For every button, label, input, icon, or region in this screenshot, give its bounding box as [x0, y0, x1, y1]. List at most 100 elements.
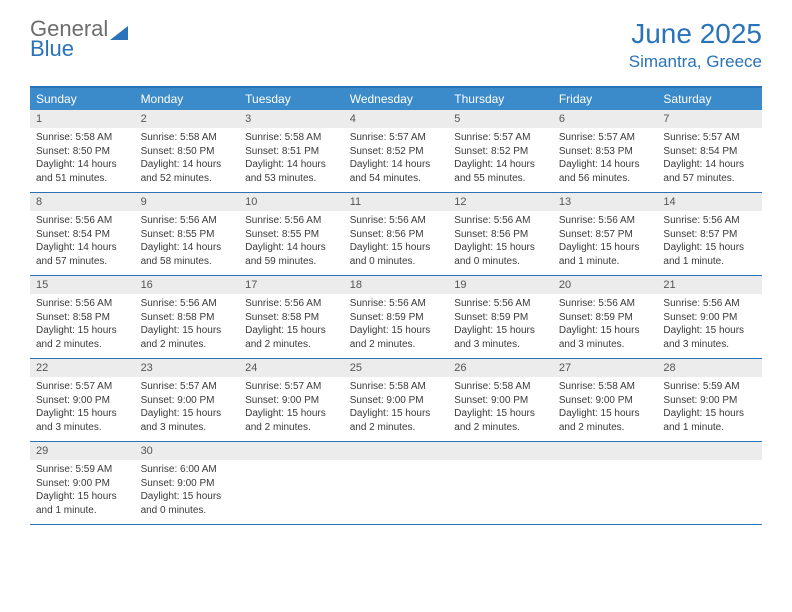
- day-body: Sunrise: 5:57 AMSunset: 9:00 PMDaylight:…: [30, 377, 135, 440]
- logo-text-blue: Blue: [30, 38, 128, 60]
- day-number: 18: [344, 276, 449, 294]
- calendar-day-cell: 28Sunrise: 5:59 AMSunset: 9:00 PMDayligh…: [657, 359, 762, 441]
- day-body: Sunrise: 5:56 AMSunset: 8:59 PMDaylight:…: [553, 294, 658, 357]
- calendar-day-cell: 30Sunrise: 6:00 AMSunset: 9:00 PMDayligh…: [135, 442, 240, 524]
- calendar-day-cell: 1Sunrise: 5:58 AMSunset: 8:50 PMDaylight…: [30, 110, 135, 192]
- day-number: 22: [30, 359, 135, 377]
- day-body: Sunrise: 5:56 AMSunset: 8:57 PMDaylight:…: [657, 211, 762, 274]
- calendar-day-cell: 8Sunrise: 5:56 AMSunset: 8:54 PMDaylight…: [30, 193, 135, 275]
- calendar-week-row: 15Sunrise: 5:56 AMSunset: 8:58 PMDayligh…: [30, 276, 762, 359]
- calendar-week-row: 1Sunrise: 5:58 AMSunset: 8:50 PMDaylight…: [30, 110, 762, 193]
- calendar-week-row: 8Sunrise: 5:56 AMSunset: 8:54 PMDaylight…: [30, 193, 762, 276]
- day-number: 12: [448, 193, 553, 211]
- day-body: Sunrise: 5:56 AMSunset: 8:59 PMDaylight:…: [344, 294, 449, 357]
- calendar-day-cell: 23Sunrise: 5:57 AMSunset: 9:00 PMDayligh…: [135, 359, 240, 441]
- weekday-header: Friday: [553, 88, 658, 110]
- day-number: 20: [553, 276, 658, 294]
- day-body: Sunrise: 5:56 AMSunset: 8:56 PMDaylight:…: [448, 211, 553, 274]
- day-number-empty: [344, 442, 449, 460]
- day-body: Sunrise: 6:00 AMSunset: 9:00 PMDaylight:…: [135, 460, 240, 523]
- day-body: Sunrise: 5:58 AMSunset: 8:50 PMDaylight:…: [30, 128, 135, 191]
- calendar-day-cell: 2Sunrise: 5:58 AMSunset: 8:50 PMDaylight…: [135, 110, 240, 192]
- day-number: 30: [135, 442, 240, 460]
- day-body: Sunrise: 5:58 AMSunset: 9:00 PMDaylight:…: [553, 377, 658, 440]
- day-number: 6: [553, 110, 658, 128]
- day-body: Sunrise: 5:57 AMSunset: 8:53 PMDaylight:…: [553, 128, 658, 191]
- logo: GeneralBlue: [30, 18, 128, 60]
- calendar-day-cell: 26Sunrise: 5:58 AMSunset: 9:00 PMDayligh…: [448, 359, 553, 441]
- calendar-day-cell: [448, 442, 553, 524]
- calendar-day-cell: 16Sunrise: 5:56 AMSunset: 8:58 PMDayligh…: [135, 276, 240, 358]
- day-number: 4: [344, 110, 449, 128]
- day-body: Sunrise: 5:57 AMSunset: 9:00 PMDaylight:…: [135, 377, 240, 440]
- day-body: Sunrise: 5:56 AMSunset: 8:56 PMDaylight:…: [344, 211, 449, 274]
- day-number-empty: [448, 442, 553, 460]
- header: GeneralBlue June 2025 Simantra, Greece: [0, 0, 792, 78]
- day-body: Sunrise: 5:56 AMSunset: 8:58 PMDaylight:…: [135, 294, 240, 357]
- calendar-day-cell: 3Sunrise: 5:58 AMSunset: 8:51 PMDaylight…: [239, 110, 344, 192]
- day-number: 10: [239, 193, 344, 211]
- day-number: 27: [553, 359, 658, 377]
- day-body: Sunrise: 5:56 AMSunset: 9:00 PMDaylight:…: [657, 294, 762, 357]
- calendar-day-cell: 29Sunrise: 5:59 AMSunset: 9:00 PMDayligh…: [30, 442, 135, 524]
- calendar-day-cell: [553, 442, 658, 524]
- calendar-day-cell: 7Sunrise: 5:57 AMSunset: 8:54 PMDaylight…: [657, 110, 762, 192]
- calendar-day-cell: 21Sunrise: 5:56 AMSunset: 9:00 PMDayligh…: [657, 276, 762, 358]
- day-number: 25: [344, 359, 449, 377]
- day-body: Sunrise: 5:57 AMSunset: 8:54 PMDaylight:…: [657, 128, 762, 191]
- day-body: Sunrise: 5:58 AMSunset: 9:00 PMDaylight:…: [448, 377, 553, 440]
- calendar-day-cell: [657, 442, 762, 524]
- calendar-day-cell: 25Sunrise: 5:58 AMSunset: 9:00 PMDayligh…: [344, 359, 449, 441]
- day-body: Sunrise: 5:56 AMSunset: 8:55 PMDaylight:…: [135, 211, 240, 274]
- calendar-day-cell: 15Sunrise: 5:56 AMSunset: 8:58 PMDayligh…: [30, 276, 135, 358]
- day-body: Sunrise: 5:56 AMSunset: 8:55 PMDaylight:…: [239, 211, 344, 274]
- calendar-day-cell: 14Sunrise: 5:56 AMSunset: 8:57 PMDayligh…: [657, 193, 762, 275]
- month-title: June 2025: [629, 18, 762, 50]
- day-body: Sunrise: 5:56 AMSunset: 8:57 PMDaylight:…: [553, 211, 658, 274]
- calendar-day-cell: [239, 442, 344, 524]
- day-number: 29: [30, 442, 135, 460]
- day-body: Sunrise: 5:58 AMSunset: 9:00 PMDaylight:…: [344, 377, 449, 440]
- day-body: Sunrise: 5:58 AMSunset: 8:51 PMDaylight:…: [239, 128, 344, 191]
- calendar-day-cell: 22Sunrise: 5:57 AMSunset: 9:00 PMDayligh…: [30, 359, 135, 441]
- day-body: Sunrise: 5:56 AMSunset: 8:58 PMDaylight:…: [239, 294, 344, 357]
- calendar-day-cell: 20Sunrise: 5:56 AMSunset: 8:59 PMDayligh…: [553, 276, 658, 358]
- calendar-day-cell: [344, 442, 449, 524]
- calendar-day-cell: 6Sunrise: 5:57 AMSunset: 8:53 PMDaylight…: [553, 110, 658, 192]
- day-number: 5: [448, 110, 553, 128]
- calendar-day-cell: 12Sunrise: 5:56 AMSunset: 8:56 PMDayligh…: [448, 193, 553, 275]
- day-number: 11: [344, 193, 449, 211]
- calendar-day-cell: 5Sunrise: 5:57 AMSunset: 8:52 PMDaylight…: [448, 110, 553, 192]
- calendar-day-cell: 4Sunrise: 5:57 AMSunset: 8:52 PMDaylight…: [344, 110, 449, 192]
- day-number: 1: [30, 110, 135, 128]
- day-number: 26: [448, 359, 553, 377]
- day-number: 24: [239, 359, 344, 377]
- day-body: Sunrise: 5:56 AMSunset: 8:54 PMDaylight:…: [30, 211, 135, 274]
- day-body: Sunrise: 5:57 AMSunset: 9:00 PMDaylight:…: [239, 377, 344, 440]
- day-number-empty: [553, 442, 658, 460]
- day-number: 17: [239, 276, 344, 294]
- day-number: 28: [657, 359, 762, 377]
- day-number: 3: [239, 110, 344, 128]
- day-number: 15: [30, 276, 135, 294]
- day-number: 7: [657, 110, 762, 128]
- day-body: Sunrise: 5:56 AMSunset: 8:58 PMDaylight:…: [30, 294, 135, 357]
- calendar-day-cell: 9Sunrise: 5:56 AMSunset: 8:55 PMDaylight…: [135, 193, 240, 275]
- weekday-header: Wednesday: [344, 88, 449, 110]
- calendar-day-cell: 11Sunrise: 5:56 AMSunset: 8:56 PMDayligh…: [344, 193, 449, 275]
- calendar-day-cell: 19Sunrise: 5:56 AMSunset: 8:59 PMDayligh…: [448, 276, 553, 358]
- weekday-header: Tuesday: [239, 88, 344, 110]
- weekday-header: Sunday: [30, 88, 135, 110]
- day-number: 13: [553, 193, 658, 211]
- day-body: Sunrise: 5:56 AMSunset: 8:59 PMDaylight:…: [448, 294, 553, 357]
- weekday-header: Saturday: [657, 88, 762, 110]
- day-number: 19: [448, 276, 553, 294]
- day-body: Sunrise: 5:58 AMSunset: 8:50 PMDaylight:…: [135, 128, 240, 191]
- calendar-day-cell: 27Sunrise: 5:58 AMSunset: 9:00 PMDayligh…: [553, 359, 658, 441]
- calendar-day-cell: 13Sunrise: 5:56 AMSunset: 8:57 PMDayligh…: [553, 193, 658, 275]
- calendar-day-cell: 10Sunrise: 5:56 AMSunset: 8:55 PMDayligh…: [239, 193, 344, 275]
- title-block: June 2025 Simantra, Greece: [629, 18, 762, 72]
- day-number-empty: [657, 442, 762, 460]
- calendar-week-row: 29Sunrise: 5:59 AMSunset: 9:00 PMDayligh…: [30, 442, 762, 525]
- day-number: 8: [30, 193, 135, 211]
